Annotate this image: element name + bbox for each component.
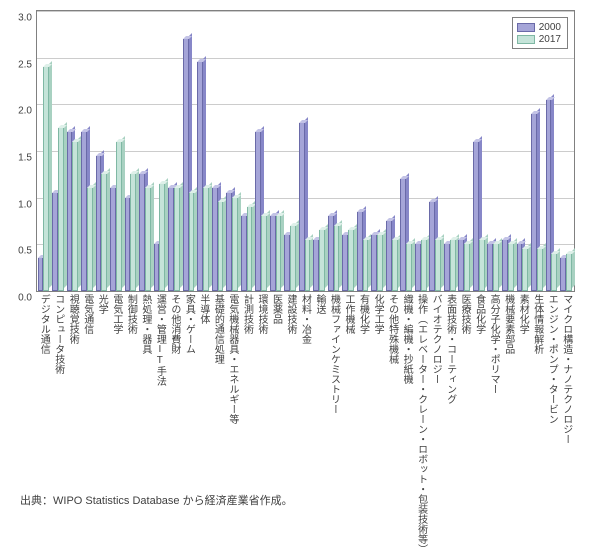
category-label: 機械要素部品 [503,294,513,354]
category-label: 電気工学 [111,294,121,334]
grid-line [37,58,574,59]
category-label: マイクロ構造・ナノテクノロジー [561,294,571,444]
legend-swatch [517,23,535,32]
bar [392,240,398,291]
y-tick-label: 0.5 [18,246,32,257]
category-label: 光学 [96,294,106,314]
category-label: 運営・管理IT手法 [154,294,164,386]
category-label: 化学工学 [372,294,382,334]
category-label: 表面技術・コーティング [445,294,455,404]
bar [479,240,485,291]
legend-item: 2000 [517,21,561,33]
bar [450,240,456,291]
bar [537,249,543,291]
category-label: 電気通信 [82,294,92,334]
bar [232,198,238,291]
category-label: 熱処理・器具 [140,294,150,354]
category-label: 輸送 [314,294,324,314]
y-tick-label: 0.0 [18,293,32,304]
grid-line [37,11,574,12]
legend-label: 2000 [539,22,561,33]
legend-label: 2017 [539,34,561,45]
category-label: バイオテクノロジー [430,294,440,384]
y-tick-label: 2.0 [18,106,32,117]
bar [174,188,180,291]
bar [261,216,267,291]
category-label: 有機化学 [358,294,368,334]
category-label: 建設技術 [285,294,295,334]
category-label: 電気機械器具・エネルギー等 [227,294,237,424]
bar [87,188,93,291]
legend-swatch [517,35,535,44]
category-label: 家具・ゲーム [183,294,193,354]
bar-side [572,248,575,288]
y-tick-label: 3.0 [18,13,32,24]
category-label: その他特殊機械 [387,294,397,364]
legend-item: 2017 [517,33,561,45]
category-label: エンジン・ポンプ・タービン [546,294,556,424]
category-label: 医薬品 [270,294,280,324]
chart-plot-area: 20002017 [36,10,575,292]
y-tick-label: 1.5 [18,153,32,164]
x-axis-labels: デジタル通信コンピュータ技術視聴覚技術電気通信光学電気工学制御技術熱処理・器具運… [36,294,575,474]
category-label: コンピュータ技術 [53,294,63,374]
category-label: 材料・冶金 [300,294,310,344]
category-label: 工作機械 [343,294,353,334]
category-label: 織機・編機・抄紙機 [401,294,411,384]
bar [116,142,122,291]
category-label: 環境技術 [256,294,266,334]
grid-line [37,104,574,105]
y-tick-label: 2.5 [18,59,32,70]
category-label: 機械ファインケミストリー [329,294,339,414]
category-label: 素材化学 [517,294,527,334]
category-label: 基礎的通信処理 [212,294,222,364]
category-label: 半導体 [198,294,208,324]
category-label: その他消費財 [169,294,179,354]
bar [508,244,514,291]
category-label: デジタル通信 [38,294,48,354]
category-label: 医療技術 [459,294,469,334]
y-axis: 0.00.51.01.52.02.53.0 [0,10,34,292]
category-label: 生体情報解析 [532,294,542,354]
bar [145,188,151,291]
bar [421,240,427,291]
category-label: 制御技術 [125,294,135,334]
y-tick-label: 1.0 [18,199,32,210]
category-label: 視聴覚技術 [67,294,77,344]
category-label: 高分子化学・ポリマー [488,294,498,394]
category-label: 食品化学 [474,294,484,334]
category-label: 計測技術 [241,294,251,334]
legend: 20002017 [512,17,568,49]
bar [566,254,572,291]
bar [58,128,64,291]
bar [203,188,209,291]
category-label: 操作（エレベーター・クレーン・ロボット・包装技術等） [416,294,426,554]
source-note: 出典：WIPO Statistics Database から経済産業省作成。 [20,492,293,508]
